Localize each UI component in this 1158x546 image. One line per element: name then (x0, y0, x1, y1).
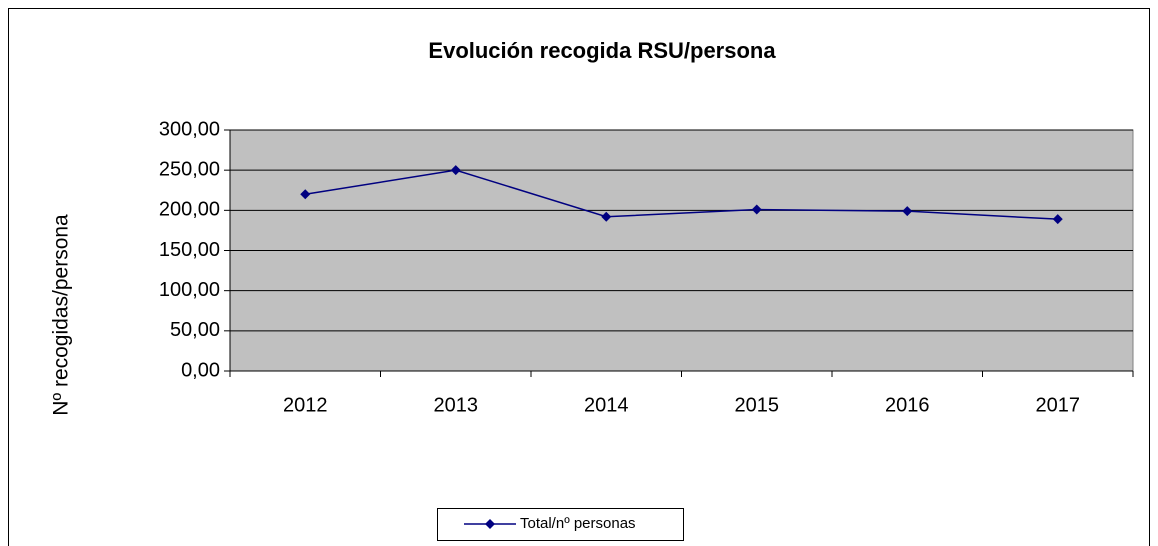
y-tick-label: 250,00 (159, 158, 220, 180)
data-point (1052, 214, 1063, 225)
x-tick-label: 2017 (1036, 394, 1081, 416)
data-point (902, 206, 913, 217)
data-point (751, 204, 762, 215)
y-tick-label: 200,00 (159, 199, 220, 221)
x-tick-label: 2016 (885, 394, 930, 416)
y-tick-label: 300,00 (159, 118, 220, 140)
x-tick-label: 2013 (434, 394, 479, 416)
y-tick-label: 50,00 (170, 319, 220, 341)
y-tick-label: 100,00 (159, 279, 220, 301)
legend-marker (485, 519, 495, 529)
legend-label: Total/nº personas (520, 515, 636, 532)
x-tick-label: 2015 (735, 394, 780, 416)
series-line (305, 169, 1058, 220)
x-tick-label: 2014 (584, 394, 629, 416)
y-tick-label: 0,00 (181, 359, 220, 381)
chart-title: Evolución recogida RSU/persona (428, 38, 776, 63)
data-point (450, 165, 461, 176)
x-tick-label: 2012 (283, 394, 328, 416)
data-point (300, 189, 311, 200)
data-point (601, 211, 612, 222)
y-tick-label: 150,00 (159, 239, 220, 261)
y-axis-label: Nº recogidas/persona (50, 214, 73, 416)
